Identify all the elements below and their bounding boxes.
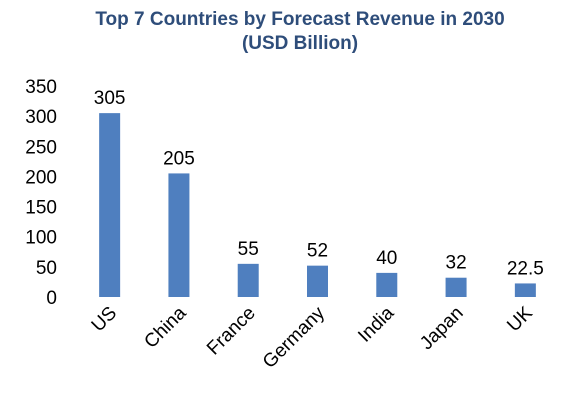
chart-title: Top 7 Countries by Forecast Revenue in 2… [95,9,505,30]
data-label: 40 [376,248,397,269]
bar-japan [445,277,467,297]
y-tick-label: 0 [46,288,57,309]
y-tick-label: 350 [25,77,57,98]
data-label: 32 [446,253,467,274]
bar-us [99,113,121,297]
data-label: 52 [307,241,328,262]
data-label: 55 [238,239,259,260]
bars-group [99,113,536,297]
data-label: 305 [94,88,126,109]
y-tick-label: 250 [25,137,57,158]
bar-france [237,263,259,297]
y-axis: 0 50 100 150 200 250 300 350 [25,77,57,309]
data-label: 205 [163,148,195,169]
x-tick-label: India [354,302,398,346]
chart-title-block: Top 7 Countries by Forecast Revenue in 2… [0,8,570,56]
x-axis: US China France Germany India Japan UK [88,302,537,372]
x-tick-label: Japan [416,303,467,354]
x-tick-label: UK [503,302,537,336]
bar-china [168,173,190,297]
data-labels-group: 305 205 55 52 40 32 22.5 [94,88,544,279]
y-tick-label: 50 [36,258,57,279]
chart-subtitle: (USD Billion) [241,33,359,54]
x-tick-label: China [141,302,191,352]
data-label: 22.5 [507,258,544,279]
x-tick-label: Germany [259,302,329,372]
bar-germany [307,265,328,297]
bar-india [376,272,398,297]
y-tick-label: 300 [25,107,57,128]
y-tick-label: 200 [25,167,57,188]
y-tick-label: 100 [25,228,57,249]
x-tick-label: France [203,303,260,360]
x-tick-label: US [88,303,122,337]
y-tick-label: 150 [25,198,57,219]
bar-uk [514,283,536,297]
